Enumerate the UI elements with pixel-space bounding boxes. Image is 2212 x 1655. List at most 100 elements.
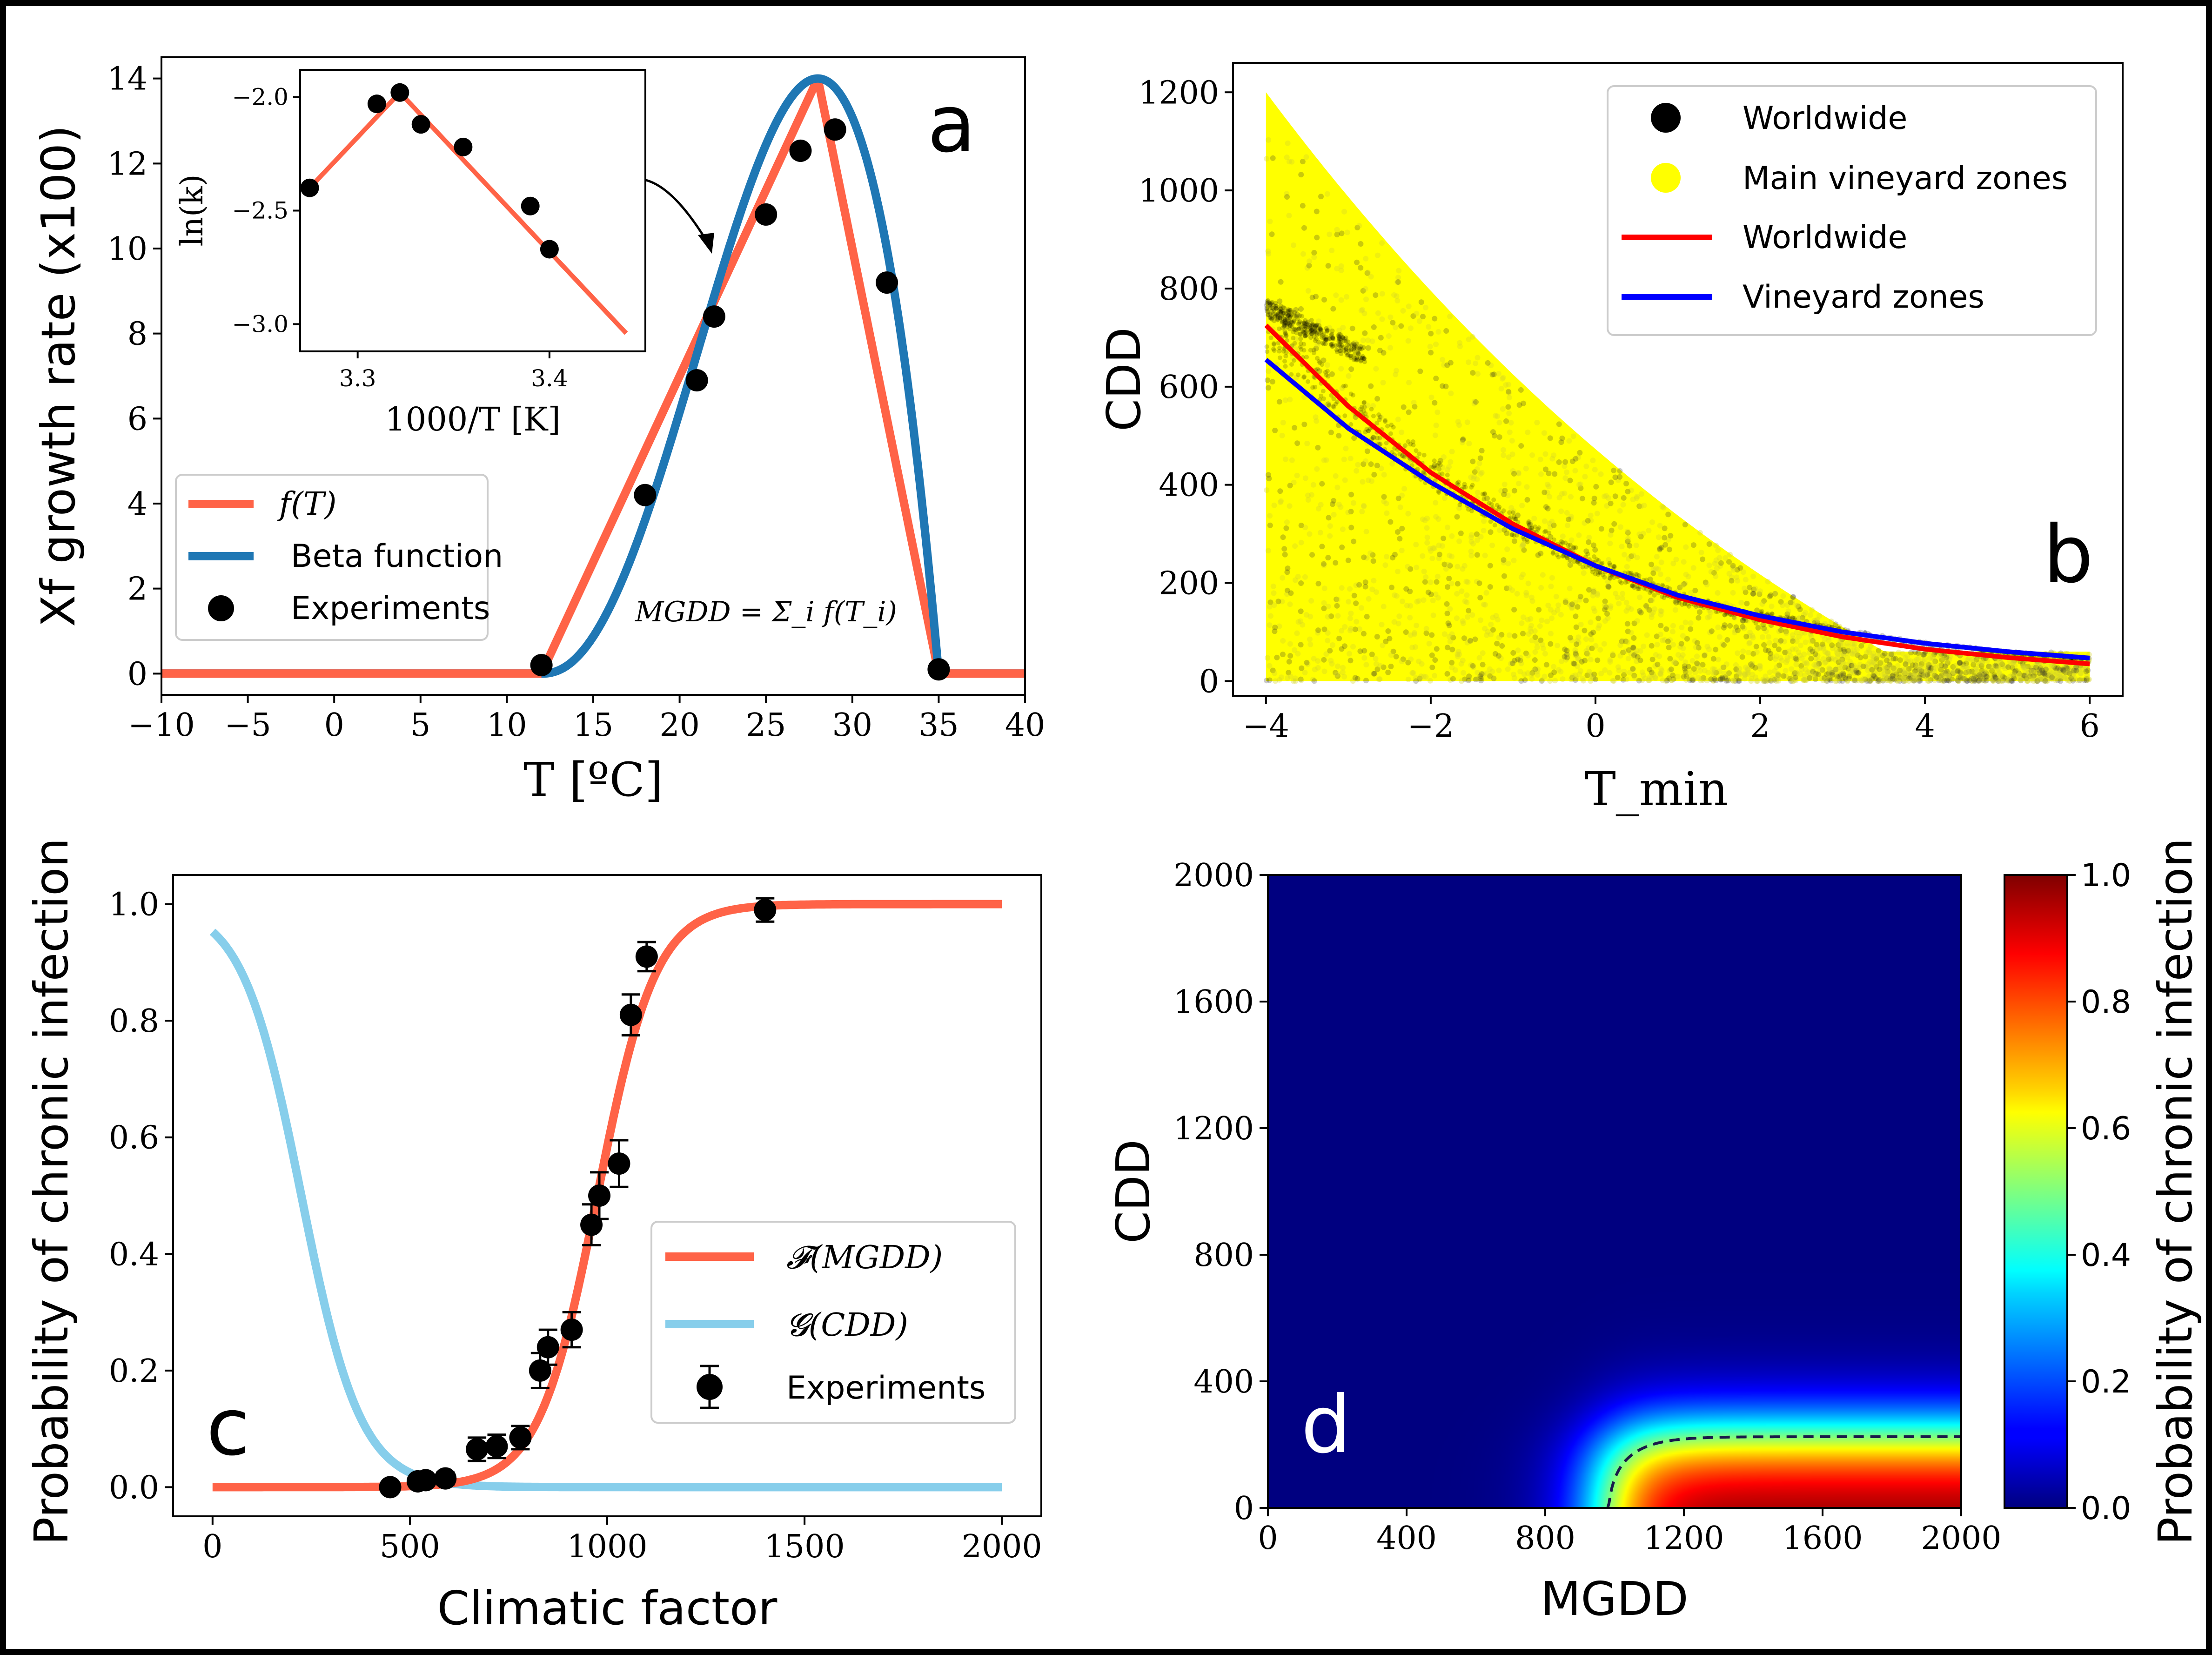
panel-b-vineyard-point xyxy=(1910,673,1917,679)
panel-b-vineyard-point xyxy=(1572,647,1578,653)
panel-b-vineyard-point xyxy=(1556,667,1562,673)
panel-b-vineyard-point xyxy=(2065,669,2071,675)
panel-a-x-ticks: −10 −5 0 5 10 15 20 25 30 35 40 xyxy=(128,695,1045,744)
panel-b-worldwide-point xyxy=(1298,306,1304,312)
panel-b-vineyard-point xyxy=(1537,457,1543,463)
panel-b-worldwide-point xyxy=(1281,322,1287,326)
panel-b-vineyard-point xyxy=(1629,487,1634,493)
panel-b-worldwide-point xyxy=(1767,593,1773,599)
panel-b-worldwide-point xyxy=(1976,678,1982,684)
panel-b-vineyard-point xyxy=(1704,678,1710,684)
panel-b-vineyard-point xyxy=(1279,432,1285,438)
panel-b-vineyard-point xyxy=(1360,307,1366,313)
panel-b-vineyard-point xyxy=(1715,657,1721,663)
panel-b-vineyard-point xyxy=(1745,667,1751,673)
panel-b-worldwide-point xyxy=(1547,435,1553,441)
panel-b-vineyard-point xyxy=(1785,608,1791,614)
panel-b-worldwide-point xyxy=(1826,656,1832,662)
panel-b-vineyard-point xyxy=(1830,669,1836,675)
panel-b-worldwide-point xyxy=(1364,614,1370,619)
panel-b-vineyard-point xyxy=(1604,503,1610,509)
panel-b-vineyard-point xyxy=(1995,663,2001,669)
panel-b-vineyard-point xyxy=(2077,666,2083,672)
panel-b-vineyard-point xyxy=(1551,664,1557,670)
panel-b-worldwide-point xyxy=(1591,500,1597,506)
panel-b-worldwide-point xyxy=(1532,657,1538,663)
panel-b-worldwide-point xyxy=(1348,366,1354,372)
panel-b-vineyard-point xyxy=(1265,248,1271,254)
panel-b-vineyard-point xyxy=(1399,429,1405,435)
panel-b-worldwide-point xyxy=(1590,542,1596,548)
panel-b-worldwide-point xyxy=(1425,589,1431,595)
panel-b-vineyard-point xyxy=(1488,621,1494,627)
panel-b-vineyard-point xyxy=(1528,626,1533,632)
panel-b-worldwide-point xyxy=(1845,666,1851,672)
panel-b-vineyard-point xyxy=(2067,666,2073,672)
panel-b-worldwide-point xyxy=(2006,677,2012,683)
panel-b-vineyard-point xyxy=(1817,667,1823,673)
panel-b-vineyard-point xyxy=(1382,562,1388,568)
panel-b-worldwide-point xyxy=(1718,560,1724,566)
panel-b-vineyard-point xyxy=(1547,678,1553,684)
panel-b-vineyard-point xyxy=(1310,482,1316,488)
panel-b-vineyard-point xyxy=(1500,447,1506,453)
panel-b-vineyard-point xyxy=(2052,677,2058,683)
panel-d-colorbar-label: Probability of chronic infection xyxy=(2148,838,2203,1545)
panel-b-worldwide-point xyxy=(1957,660,1963,666)
panel-b-vineyard-point xyxy=(1990,678,1996,684)
panel-b-vineyard-point xyxy=(1998,678,2004,684)
panel-b-worldwide-point xyxy=(1820,641,1825,647)
panel-b-worldwide-point xyxy=(1631,652,1637,658)
panel-b-worldwide-point xyxy=(1434,646,1440,652)
panel-b-vineyard-point xyxy=(1525,580,1531,586)
panel-b-worldwide-point xyxy=(1371,671,1377,677)
panel-b-worldwide-point xyxy=(1964,678,1970,684)
panel-b-vineyard-point xyxy=(1927,655,1933,661)
panel-b-worldwide-point xyxy=(1489,371,1495,377)
panel-b-worldwide-point xyxy=(1721,625,1727,631)
panel-b-worldwide-point xyxy=(1275,312,1280,317)
panel-b-vineyard-point xyxy=(1455,564,1461,570)
panel-b-vineyard-point xyxy=(1911,673,1917,679)
panel-b-vineyard-point xyxy=(1363,529,1369,535)
panel-b-vineyard-point xyxy=(1733,667,1739,673)
panel-b-worldwide-point xyxy=(1630,583,1635,588)
panel-b-vineyard-point xyxy=(1814,617,1820,623)
panel-b-worldwide-point xyxy=(1591,589,1597,595)
panel-b-vineyard-point xyxy=(1542,673,1548,679)
panel-b-worldwide-point xyxy=(1362,584,1368,590)
panel-b-vineyard-point xyxy=(1595,625,1601,631)
panel-b-vineyard-point xyxy=(1952,663,1958,669)
panel-a-inset-point xyxy=(454,137,473,156)
panel-a-inset-point xyxy=(300,178,319,197)
panel-b-vineyard-point xyxy=(1716,555,1723,561)
panel-b-vineyard-point xyxy=(1542,518,1548,524)
panel-b-vineyard-point xyxy=(2028,677,2034,683)
panel-b-vineyard-point xyxy=(1884,673,1890,679)
panel-b-vineyard-point xyxy=(2039,674,2045,679)
panel-b-worldwide-point xyxy=(2033,665,2039,670)
panel-b-worldwide-point xyxy=(1472,636,1478,642)
panel-b-vineyard-point xyxy=(1667,637,1673,643)
panel-b-vineyard-point xyxy=(1973,678,1979,684)
panel-b-worldwide-point xyxy=(1934,674,1940,680)
panel-b-worldwide-point xyxy=(2077,677,2083,683)
panel-b-vineyard-point xyxy=(1914,677,1920,682)
panel-b-vineyard-point xyxy=(1287,601,1293,607)
panel-a-y-tick-label: 0 xyxy=(127,656,147,693)
panel-b-worldwide-point xyxy=(1722,622,1728,628)
panel-b-worldwide-point xyxy=(1938,676,1944,682)
panel-b-vineyard-point xyxy=(1931,669,1937,675)
panel-b-worldwide-point xyxy=(1480,491,1485,497)
panel-b-vineyard-point xyxy=(1308,598,1314,604)
panel-b-vineyard-point xyxy=(1412,644,1418,650)
panel-b-worldwide-point xyxy=(1429,632,1435,638)
panel-b-vineyard-point xyxy=(1734,574,1740,580)
panel-b-worldwide-point xyxy=(1927,665,1933,671)
panel-b-vineyard-point xyxy=(1996,675,2002,681)
panel-b-worldwide-point xyxy=(1739,654,1745,660)
panel-a-x-tick-label: 20 xyxy=(659,707,700,744)
panel-b-worldwide-point xyxy=(1488,519,1493,524)
panel-b-vineyard-point xyxy=(1851,666,1857,673)
